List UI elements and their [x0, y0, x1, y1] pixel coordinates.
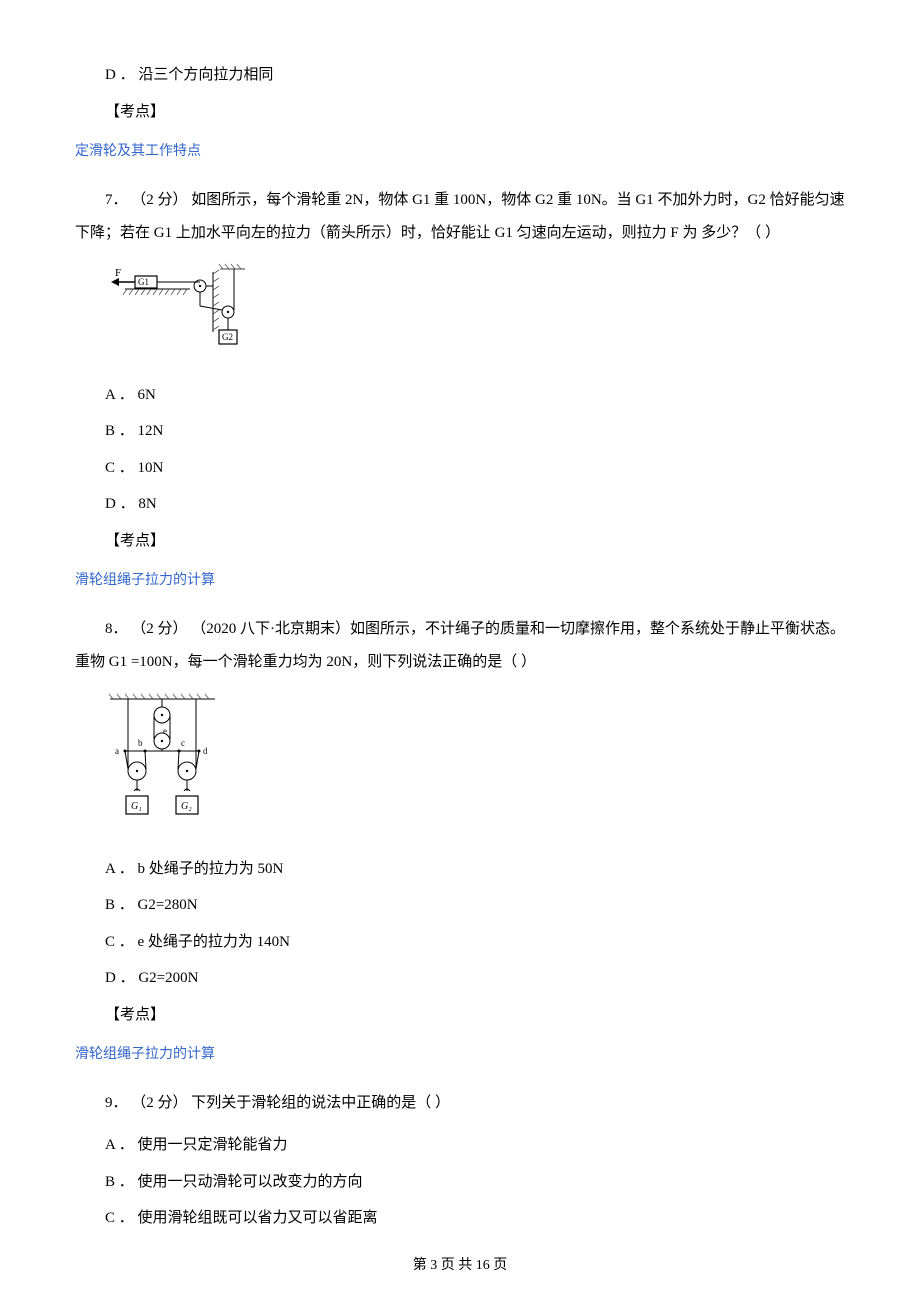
q8-option-c: C ． e 处绳子的拉力为 140N — [75, 931, 845, 954]
svg-text:a: a — [115, 746, 119, 756]
q7-option-d: D ． 8N — [75, 493, 845, 516]
q8-topic-link[interactable]: 滑轮组绳子拉力的计算 — [75, 1044, 845, 1065]
q7-kaodian-label: 【考点】 — [75, 530, 845, 553]
q8-option-a: A ． b 处绳子的拉力为 50N — [75, 858, 845, 881]
q7-figure: F G1 — [105, 262, 845, 370]
q6-option-d: D ． 沿三个方向拉力相同 — [75, 64, 845, 87]
q7-stem: 7． （2 分） 如图所示，每个滑轮重 2N，物体 G1 重 100N，物体 G… — [75, 184, 845, 250]
page-footer: 第 3 页 共 16 页 — [75, 1255, 845, 1276]
q9-option-a: A ． 使用一只定滑轮能省力 — [75, 1134, 845, 1157]
q6-topic-link[interactable]: 定滑轮及其工作特点 — [75, 141, 845, 162]
q9-stem: 9． （2 分） 下列关于滑轮组的说法中正确的是（ ） — [75, 1087, 845, 1120]
q8-stem: 8． （2 分） （2020 八下·北京期末）如图所示，不计绳子的质量和一切摩擦… — [75, 613, 845, 679]
q7-option-c: C ． 10N — [75, 457, 845, 480]
q9-option-b: B ． 使用一只动滑轮可以改变力的方向 — [75, 1171, 845, 1194]
svg-text:G₂: G₂ — [181, 801, 192, 812]
q7-option-a: A ． 6N — [75, 384, 845, 407]
q9-option-c: C ． 使用滑轮组既可以省力又可以省距离 — [75, 1207, 845, 1230]
q7-topic-link[interactable]: 滑轮组绳子拉力的计算 — [75, 570, 845, 591]
svg-text:d: d — [203, 746, 208, 756]
q8-option-d: D ． G2=200N — [75, 967, 845, 990]
q7-option-b: B ． 12N — [75, 420, 845, 443]
q7-g2-label: G2 — [222, 332, 233, 342]
svg-text:G₁: G₁ — [131, 801, 142, 812]
q7-f-label: F — [115, 267, 121, 279]
q7-g1-label: G1 — [138, 277, 149, 287]
q6-kaodian-label: 【考点】 — [75, 101, 845, 124]
svg-text:b: b — [138, 738, 143, 748]
q8-kaodian-label: 【考点】 — [75, 1004, 845, 1027]
svg-text:e: e — [163, 726, 167, 736]
svg-text:c: c — [181, 738, 185, 748]
q8-option-b: B ． G2=280N — [75, 894, 845, 917]
q8-figure: e a b c d G₁ G₂ — [105, 691, 845, 844]
